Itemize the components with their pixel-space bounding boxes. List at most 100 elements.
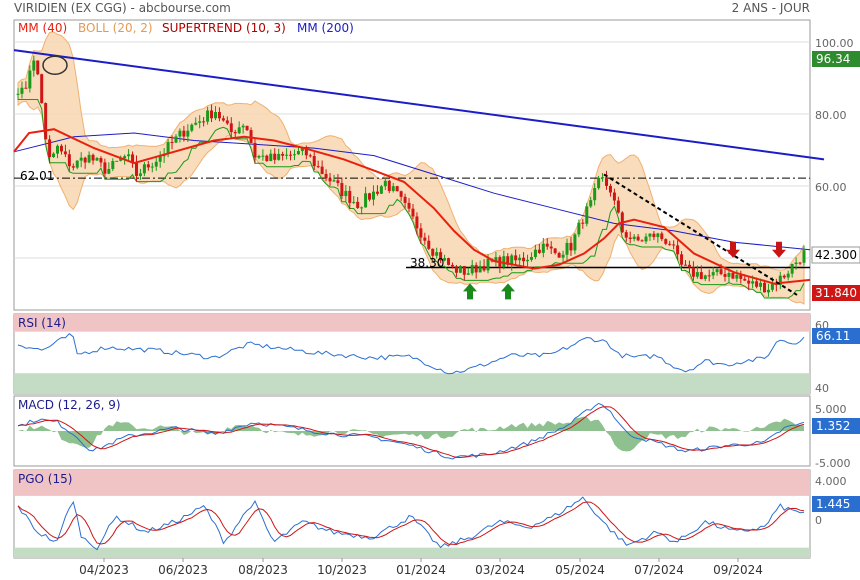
candle-body	[561, 254, 565, 258]
candle-body	[778, 275, 782, 285]
candle-body	[257, 155, 261, 158]
candle-body	[328, 178, 332, 182]
candle-body	[664, 239, 668, 244]
candle-body	[458, 265, 462, 273]
candle-body	[545, 243, 549, 247]
candle-body	[20, 87, 24, 94]
candle-body	[743, 278, 747, 281]
candle-body	[253, 142, 257, 158]
candle-body	[537, 249, 541, 253]
candle-body	[233, 132, 237, 134]
candle-body	[431, 248, 435, 256]
candle-body	[506, 256, 510, 265]
candle-body	[719, 269, 723, 275]
x-tick-label: 01/2024	[396, 563, 446, 577]
candle-body	[652, 233, 656, 238]
candle-body	[127, 154, 131, 157]
candle-body	[553, 248, 557, 254]
candle-body	[466, 273, 470, 275]
macd-tick-5: 5.000	[815, 403, 847, 416]
candle-body	[202, 121, 206, 123]
candle-body	[71, 166, 75, 168]
candle-body	[676, 245, 680, 255]
candle-body	[691, 267, 695, 277]
candle-body	[439, 252, 443, 261]
candle-body	[269, 153, 273, 162]
candle-body	[478, 265, 482, 273]
candle-body	[95, 158, 99, 161]
candle-body	[391, 186, 395, 191]
legend-supertrend: SUPERTREND (10, 3)	[162, 21, 286, 35]
candle-body	[494, 257, 498, 262]
candle-body	[585, 206, 589, 224]
candle-body	[411, 208, 415, 217]
candle-body	[166, 142, 170, 154]
candle-body	[16, 93, 20, 95]
candle-body	[170, 142, 174, 144]
candle-body	[735, 274, 739, 279]
candle-body	[190, 124, 194, 131]
candle-body	[304, 147, 308, 156]
ma200-line	[13, 132, 811, 251]
candle-body	[660, 233, 664, 240]
highlight-circle	[42, 55, 68, 75]
oscillator-line	[17, 496, 805, 551]
candle-body	[123, 156, 127, 159]
macd-histogram	[18, 416, 804, 452]
candle-body	[794, 262, 798, 265]
candle-body	[24, 87, 28, 89]
x-tick-label: 08/2023	[238, 563, 288, 577]
signal-line	[17, 406, 805, 459]
candle-body	[510, 255, 514, 265]
candle-body	[427, 240, 431, 249]
candle-body	[640, 240, 644, 242]
candle-body	[63, 151, 67, 155]
ma40-line	[13, 128, 811, 285]
buy-arrow-icon	[501, 283, 515, 300]
candle-body	[75, 160, 79, 168]
candle-body	[628, 237, 632, 240]
candle-body	[802, 250, 806, 263]
overbought-band	[14, 314, 810, 332]
candle-body	[474, 265, 478, 273]
candle-body	[364, 193, 368, 208]
candle-body	[514, 255, 518, 261]
candle-body	[206, 110, 210, 122]
candle-body	[597, 177, 601, 189]
candle-body	[581, 222, 585, 224]
pgo-value: 1.445	[816, 497, 850, 511]
overbought-band	[14, 470, 810, 496]
candle-body	[213, 112, 217, 119]
candle-body	[142, 164, 146, 174]
candle-body	[107, 168, 111, 174]
candle-body	[83, 157, 87, 163]
candle-body	[316, 166, 320, 168]
candle-body	[672, 244, 676, 246]
candle-body	[261, 155, 265, 157]
candle-body	[450, 264, 454, 267]
pgo-tick-4: 4.000	[815, 475, 847, 488]
candle-body	[687, 264, 691, 268]
candle-body	[281, 153, 285, 156]
candle-body	[569, 242, 573, 251]
candle-body	[648, 233, 652, 237]
x-tick-label: 04/2023	[79, 563, 129, 577]
candle-body	[103, 162, 107, 174]
candle-body	[798, 262, 802, 264]
legend-ma200: MM (200)	[297, 21, 354, 35]
pgo-value-tag	[812, 496, 860, 512]
candle-body	[403, 196, 407, 203]
candle-body	[48, 139, 52, 158]
candle-body	[296, 151, 300, 155]
candle-body	[375, 191, 379, 194]
candle-body	[407, 202, 411, 209]
candle-body	[383, 180, 387, 187]
candle-body	[549, 246, 553, 249]
candle-body	[435, 252, 439, 256]
candle-body	[786, 273, 790, 278]
candle-body	[624, 232, 628, 238]
candle-body	[529, 257, 533, 260]
candle-body	[332, 180, 336, 182]
candle-body	[699, 272, 703, 279]
